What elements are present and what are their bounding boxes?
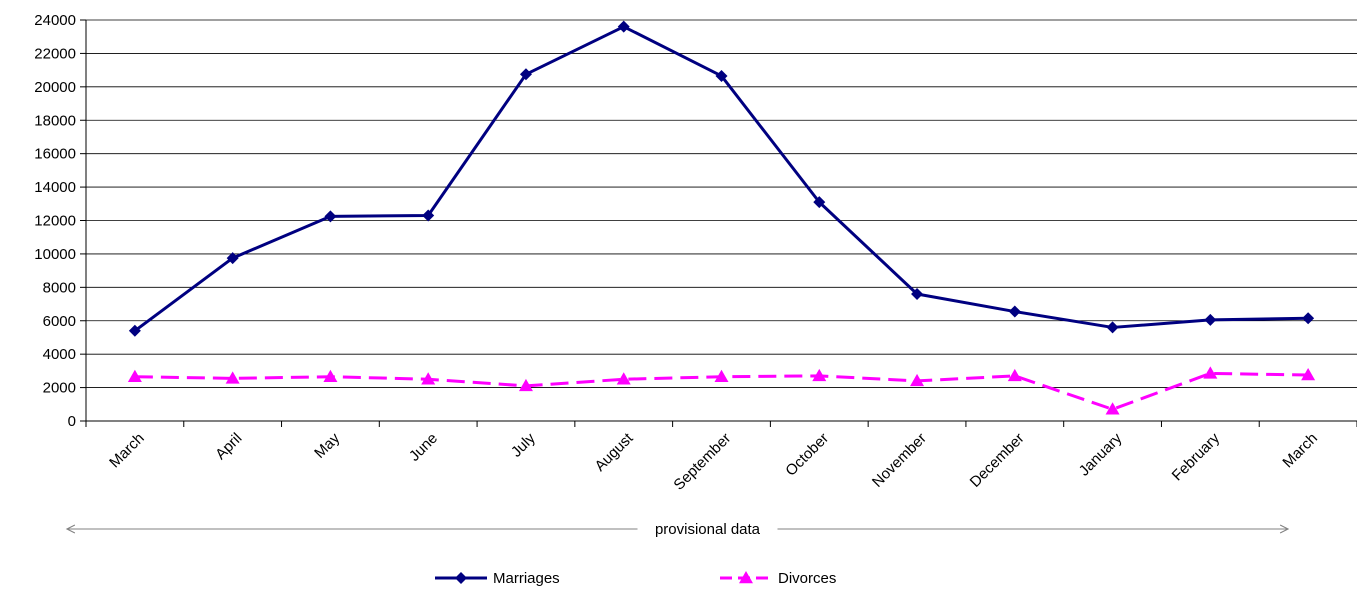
legend-item-marriages: Marriages: [435, 570, 560, 587]
data-point-divorces: [616, 372, 631, 385]
data-point-divorces: [518, 378, 533, 392]
data-point-divorces: [714, 369, 729, 382]
data-point-marriages: [128, 324, 141, 337]
data-point-divorces: [1105, 402, 1120, 415]
legend-marker-marriages: [455, 572, 467, 584]
data-point-marriages: [813, 196, 826, 209]
y-tick-label: 16000: [34, 146, 76, 163]
data-point-divorces: [1203, 366, 1218, 379]
data-point-marriages: [226, 252, 239, 265]
x-tick-label: June: [406, 430, 441, 465]
x-tick-label: October: [782, 430, 832, 480]
data-point-divorces: [421, 372, 436, 385]
data-point-marriages: [715, 69, 728, 82]
y-tick-label: 20000: [34, 79, 76, 96]
data-point-divorces: [910, 373, 925, 387]
y-tick-label: 22000: [34, 45, 76, 62]
data-point-marriages: [324, 210, 337, 223]
x-tick-label: March: [106, 430, 147, 471]
data-point-marriages: [911, 288, 924, 301]
annotation-text: provisional data: [655, 521, 761, 538]
data-point-divorces: [127, 369, 142, 382]
y-axis-tick-labels: 0 2000 4000 6000 8000 10000 12000 14000 16000 180…: [34, 12, 76, 430]
data-point-marriages: [1302, 312, 1315, 325]
x-tick-label: April: [212, 430, 245, 463]
y-tick-label: 2000: [43, 380, 76, 397]
x-tick-label: November: [869, 430, 930, 491]
data-point-marriages: [1106, 321, 1119, 334]
data-point-divorces: [1301, 368, 1316, 381]
legend-marker-divorces: [739, 571, 753, 584]
x-tick-label: February: [1169, 429, 1224, 484]
data-point-marriages: [1008, 305, 1021, 318]
gridlines: [86, 19, 1357, 388]
y-tick-label: 14000: [34, 179, 76, 196]
data-point-marriages: [1204, 313, 1217, 326]
data-point-marriages: [519, 68, 532, 81]
data-point-marriages: [422, 209, 435, 222]
y-tick-label: 18000: [34, 112, 76, 129]
data-point-divorces: [1007, 368, 1022, 382]
provisional-data-annotation: provisional data: [65, 521, 1290, 538]
legend: Marriages Divorces: [435, 570, 836, 587]
x-tick-label: January: [1076, 429, 1126, 479]
data-point-divorces: [225, 371, 240, 384]
data-point-marriages: [617, 20, 630, 33]
legend-label-marriages: Marriages: [493, 570, 560, 587]
legend-label-divorces: Divorces: [778, 570, 836, 587]
x-tick-label: September: [670, 430, 734, 494]
y-tick-label: 8000: [43, 279, 76, 296]
x-tick-label: July: [508, 429, 539, 460]
data-point-divorces: [323, 369, 338, 382]
series-divorces: [127, 366, 1316, 415]
y-tick-label: 12000: [34, 213, 76, 230]
annotation-arrowhead-right: [1279, 524, 1290, 534]
x-tick-label: August: [592, 429, 638, 475]
x-tick-label: March: [1279, 430, 1320, 471]
annotation-arrowhead-left: [65, 524, 76, 534]
y-tick-label: 0: [68, 413, 76, 430]
data-point-divorces: [812, 368, 827, 382]
legend-item-divorces: Divorces: [720, 570, 836, 587]
series-marriages: [128, 20, 1315, 337]
axes: [80, 19, 1357, 427]
y-tick-label: 24000: [34, 12, 76, 29]
series-layer: [127, 20, 1316, 415]
y-tick-label: 10000: [34, 246, 76, 263]
x-tick-label: December: [967, 430, 1028, 491]
y-tick-label: 6000: [43, 313, 76, 330]
x-axis-tick-labels: March April May June July August September Octo…: [106, 429, 1321, 493]
x-tick-label: May: [311, 429, 343, 461]
y-tick-label: 4000: [43, 346, 76, 363]
